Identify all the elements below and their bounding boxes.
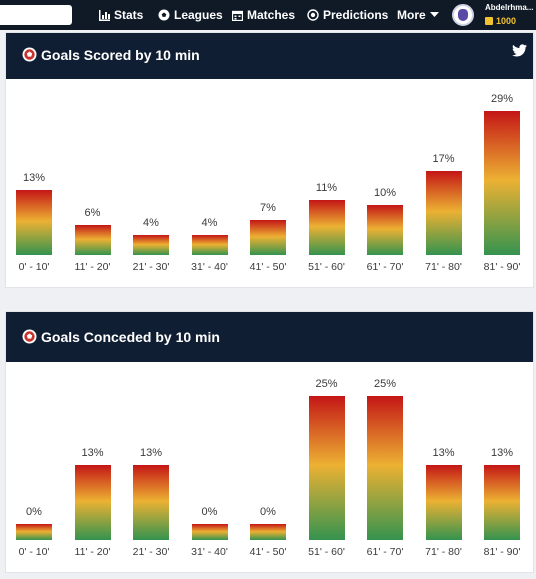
chart-bar	[74, 465, 111, 540]
x-tick-label: 21' - 30'	[132, 546, 170, 558]
bar-value-label: 13%	[490, 447, 514, 460]
chart-bar	[484, 111, 520, 255]
panel-title: Goals Scored by 10 min	[41, 47, 200, 63]
chart-bar	[133, 235, 169, 255]
nav-predictions[interactable]: Predictions	[307, 7, 388, 23]
chart-bar	[16, 190, 52, 255]
bar-value-label: 0%	[201, 506, 218, 518]
bar-value-label: 25%	[373, 378, 397, 390]
avatar[interactable]	[452, 4, 474, 26]
nav-more[interactable]: More	[397, 7, 439, 23]
chart-bar	[191, 235, 228, 255]
bar-value-label: 11%	[315, 182, 338, 195]
x-tick-label: 71' - 80'	[425, 261, 462, 273]
nav-matches-label: Matches	[247, 8, 296, 22]
bar-value-label: 0%	[26, 506, 42, 518]
panel-header: Goals Scored by 10 min	[6, 33, 533, 79]
coin-count: 1000	[496, 16, 517, 26]
nav-leagues-label: Leagues	[174, 8, 223, 22]
x-tick-label: 41' - 50'	[249, 261, 287, 273]
bar-value-label: 13%	[22, 172, 46, 185]
goals-conceded-chart: 0% 0' - 10' 13% 11' - 20' 13% 21' - 30' 0% 31' …	[6, 362, 533, 579]
bar-value-label: 10%	[373, 187, 397, 200]
goals-scored-panel: Goals Scored by 10 min 13% 0' - 10' 6% 11' …	[5, 32, 534, 288]
bar-value-label: 6%	[84, 207, 101, 220]
chart-bar	[484, 465, 520, 540]
x-tick-label: 31' - 40'	[191, 261, 228, 273]
chart-bar	[16, 524, 52, 540]
user-name: Abdelrhma...	[485, 3, 534, 12]
nav-matches[interactable]: Matches	[232, 7, 295, 23]
chart-bar	[74, 225, 111, 255]
x-tick-label: 61' - 70'	[366, 546, 404, 558]
soccer-ball-icon	[22, 329, 37, 344]
chart-bar	[425, 170, 462, 255]
chart-bar	[308, 396, 345, 540]
bar-value-label: 7%	[260, 202, 276, 215]
chart-bar	[250, 220, 286, 255]
chart-bar	[367, 205, 403, 255]
goals-conceded-panel: Goals Conceded by 10 min 0% 0' - 10' 13% 11…	[5, 311, 534, 573]
chart-bar	[191, 524, 228, 540]
bar-value-label: 4%	[143, 217, 159, 230]
x-tick-label: 0' - 10'	[18, 261, 50, 273]
bar-value-label: 17%	[432, 152, 455, 165]
bar-value-label: 13%	[432, 447, 455, 460]
x-tick-label: 21' - 30'	[132, 261, 170, 273]
x-tick-label: 31' - 40'	[191, 546, 228, 558]
goals-scored-chart: 13% 0' - 10' 6% 11' - 20' 4% 21' - 30' 4% 31' -…	[6, 79, 533, 295]
chevron-down-icon	[429, 12, 439, 17]
nav-predictions-label: Predictions	[323, 8, 389, 22]
user-coins: 1000	[485, 16, 516, 26]
x-tick-label: 51' - 60'	[308, 261, 345, 273]
x-tick-label: 71' - 80'	[425, 546, 462, 558]
soccer-ball-icon	[158, 9, 170, 21]
x-tick-label: 11' - 20'	[74, 546, 111, 558]
bar-chart-icon	[99, 9, 110, 21]
nav-more-label: More	[397, 8, 426, 22]
chart-bar	[425, 465, 462, 540]
nav-stats-label: Stats	[114, 8, 144, 22]
x-tick-label: 51' - 60'	[308, 546, 345, 558]
bar-value-label: 0%	[260, 506, 276, 518]
calendar-icon	[232, 10, 243, 21]
top-navigation: Stats Leagues Matches Predictions More A…	[0, 0, 536, 30]
search-input[interactable]	[0, 5, 72, 25]
chart-bar	[308, 200, 345, 255]
chart-bar	[367, 396, 403, 540]
nav-leagues[interactable]: Leagues	[158, 7, 223, 23]
target-icon	[307, 9, 319, 21]
chart-bar	[133, 465, 169, 540]
panel-title: Goals Conceded by 10 min	[41, 329, 220, 345]
x-tick-label: 61' - 70'	[366, 261, 404, 273]
bar-value-label: 4%	[201, 217, 218, 230]
coin-icon	[485, 17, 493, 25]
bar-value-label: 13%	[81, 447, 104, 460]
x-tick-label: 0' - 10'	[18, 546, 50, 558]
bar-value-label: 29%	[490, 93, 514, 105]
bar-value-label: 13%	[139, 447, 163, 460]
panel-header: Goals Conceded by 10 min	[6, 312, 533, 362]
soccer-ball-icon	[22, 47, 37, 62]
bar-value-label: 25%	[315, 378, 338, 390]
x-tick-label: 11' - 20'	[74, 261, 111, 273]
chart-bar	[250, 524, 286, 540]
twitter-icon[interactable]	[512, 44, 527, 57]
x-tick-label: 81' - 90'	[483, 261, 521, 273]
x-tick-label: 81' - 90'	[483, 546, 521, 558]
nav-stats[interactable]: Stats	[99, 7, 143, 23]
x-tick-label: 41' - 50'	[249, 546, 287, 558]
